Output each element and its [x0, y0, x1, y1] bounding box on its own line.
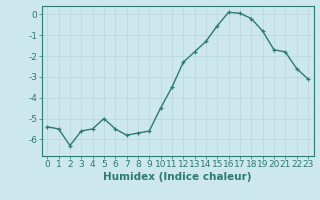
- X-axis label: Humidex (Indice chaleur): Humidex (Indice chaleur): [103, 172, 252, 182]
